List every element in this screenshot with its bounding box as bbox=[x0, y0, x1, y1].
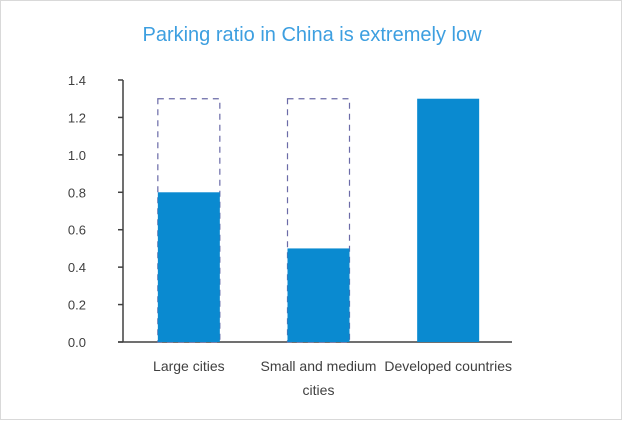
category-label: Developed countries bbox=[384, 358, 512, 374]
y-tick-label: 0.8 bbox=[68, 185, 86, 200]
category-labels: Large cities Small and medium cities Develo… bbox=[153, 358, 512, 398]
bar bbox=[287, 248, 350, 342]
y-ticks: 0.0 0.2 0.4 0.6 0.8 1.0 1.2 1.4 bbox=[68, 73, 123, 350]
y-tick-label: 1.2 bbox=[68, 110, 86, 125]
bar bbox=[417, 98, 480, 342]
category-label: Large cities bbox=[153, 358, 225, 374]
category-label: cities bbox=[303, 382, 335, 398]
y-tick-label: 0.0 bbox=[68, 335, 86, 350]
y-tick-label: 1.0 bbox=[68, 148, 86, 163]
y-tick-label: 0.4 bbox=[68, 260, 86, 275]
y-tick-label: 0.6 bbox=[68, 223, 86, 238]
target-outline bbox=[286, 98, 351, 343]
y-tick-label: 0.2 bbox=[68, 298, 86, 313]
bars bbox=[157, 98, 480, 342]
y-tick-label: 1.4 bbox=[68, 73, 86, 88]
bar bbox=[157, 192, 220, 342]
chart-title: Parking ratio in China is extremely low bbox=[142, 24, 482, 46]
category-label: Small and medium bbox=[261, 358, 377, 374]
